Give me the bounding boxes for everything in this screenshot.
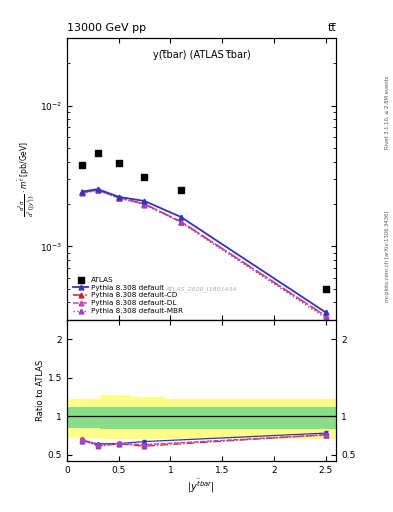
- Line: Pythia 8.308 default-DL: Pythia 8.308 default-DL: [80, 187, 328, 318]
- Pythia 8.308 default: [116, 194, 121, 200]
- Pythia 8.308 default-MBR: [142, 202, 147, 208]
- ATLAS: [116, 159, 122, 167]
- Pythia 8.308 default-DL: [116, 195, 121, 201]
- Text: tt̅: tt̅: [327, 23, 336, 33]
- Pythia 8.308 default: [178, 214, 183, 220]
- Pythia 8.308 default-CD: [178, 219, 183, 225]
- Text: ATLAS_2020_I1801434: ATLAS_2020_I1801434: [166, 286, 237, 292]
- Y-axis label: $\frac{d^2\sigma}{d^2\{|y^{\bar{t}}|\}} \cdot m^{\bar{t}}$ [pb/GeV]: $\frac{d^2\sigma}{d^2\{|y^{\bar{t}}|\}} …: [16, 141, 37, 217]
- Legend: ATLAS, Pythia 8.308 default, Pythia 8.308 default-CD, Pythia 8.308 default-DL, P: ATLAS, Pythia 8.308 default, Pythia 8.30…: [70, 274, 185, 316]
- Pythia 8.308 default-MBR: [80, 190, 85, 197]
- Pythia 8.308 default-MBR: [178, 219, 183, 225]
- Pythia 8.308 default-CD: [116, 195, 121, 201]
- Pythia 8.308 default-CD: [80, 189, 85, 196]
- Pythia 8.308 default-MBR: [323, 315, 328, 321]
- ATLAS: [323, 285, 329, 293]
- Pythia 8.308 default-MBR: [116, 195, 121, 201]
- Text: 13000 GeV pp: 13000 GeV pp: [67, 23, 146, 33]
- Pythia 8.308 default-DL: [80, 189, 85, 196]
- Pythia 8.308 default-CD: [142, 201, 147, 207]
- ATLAS: [141, 173, 148, 181]
- Pythia 8.308 default-DL: [142, 201, 147, 207]
- Text: Rivet 3.1.10, ≥ 2.8M events: Rivet 3.1.10, ≥ 2.8M events: [385, 76, 389, 150]
- Pythia 8.308 default-DL: [95, 187, 100, 193]
- ATLAS: [95, 149, 101, 157]
- Y-axis label: Ratio to ATLAS: Ratio to ATLAS: [36, 360, 45, 421]
- Text: mcplots.cern.ch [arXiv:1306.3436]: mcplots.cern.ch [arXiv:1306.3436]: [385, 210, 389, 302]
- ATLAS: [79, 161, 86, 169]
- Pythia 8.308 default: [80, 188, 85, 195]
- ATLAS: [178, 186, 184, 195]
- Line: Pythia 8.308 default-CD: Pythia 8.308 default-CD: [80, 187, 328, 318]
- Pythia 8.308 default: [142, 198, 147, 204]
- Pythia 8.308 default-DL: [323, 313, 328, 319]
- Text: y(t̅bar) (ATLAS t̅bar): y(t̅bar) (ATLAS t̅bar): [152, 50, 250, 60]
- Line: Pythia 8.308 default: Pythia 8.308 default: [80, 187, 328, 315]
- Pythia 8.308 default-CD: [95, 187, 100, 193]
- Pythia 8.308 default-CD: [323, 313, 328, 319]
- Pythia 8.308 default-MBR: [95, 187, 100, 194]
- X-axis label: $|y^{\bar{t}bar}|$: $|y^{\bar{t}bar}|$: [187, 477, 215, 495]
- Pythia 8.308 default: [323, 309, 328, 315]
- Line: Pythia 8.308 default-MBR: Pythia 8.308 default-MBR: [80, 188, 328, 321]
- Pythia 8.308 default-DL: [178, 219, 183, 225]
- Pythia 8.308 default: [95, 186, 100, 192]
